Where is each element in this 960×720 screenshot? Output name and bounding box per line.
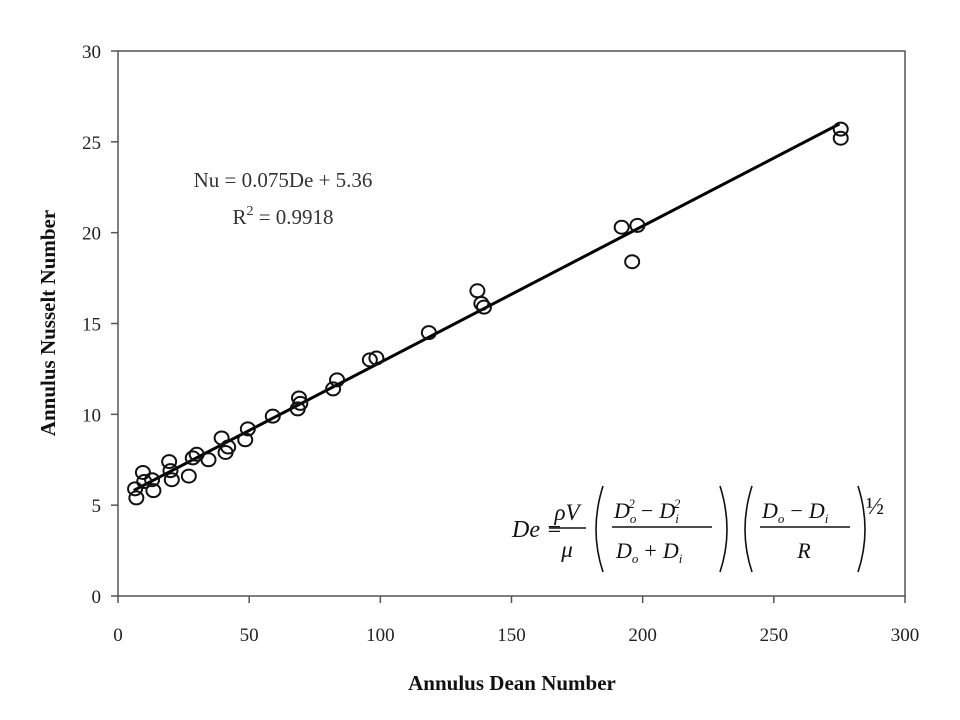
data-point [329,372,346,388]
data-point [292,395,309,411]
data-point [239,421,256,437]
x-axis-title: Annulus Dean Number [408,671,616,695]
data-point [264,408,281,424]
svg-text:μ: μ [560,537,573,562]
data-point [134,464,151,480]
x-tick-label: 100 [366,625,395,646]
x-tick-label: 150 [497,625,526,646]
data-point [291,390,308,406]
dean-number-formula: De = ρV μ Do2− Di2 Do + Di Do − Di R ½ [511,485,884,573]
data-point [200,452,217,468]
data-point [475,299,492,315]
x-tick-label: 250 [760,625,789,646]
svg-text:R: R [796,538,811,563]
y-tick-label: 0 [92,587,102,608]
x-tick-label: 300 [891,625,920,646]
data-point [613,219,630,235]
svg-text:Do2−Di2: Do2− Di2 [613,496,681,526]
data-point [629,217,646,233]
data-point [325,381,342,397]
data-point [473,296,490,312]
data-point [128,490,145,506]
data-point [237,432,254,448]
data-point [832,121,849,137]
regression-equation: Nu = 0.075De + 5.36 [194,168,373,192]
data-point [180,468,197,484]
data-point [162,463,179,479]
data-point [420,325,437,341]
svg-text:ρV: ρV [553,500,582,525]
data-point [136,474,153,490]
y-tick-label: 10 [82,405,101,426]
data-point [624,254,641,270]
r-squared-label: R2 = 0.9918 [232,204,333,229]
svg-text:Do−Di: Do − Di [761,498,829,526]
y-tick-label: 30 [82,42,101,63]
data-point [161,454,178,470]
y-tick-label: 20 [82,224,101,245]
data-point [832,130,849,146]
x-tick-label: 50 [240,625,259,646]
svg-text:½: ½ [866,494,884,520]
y-axis-title: Annulus Nusselt Number [36,210,60,436]
data-point [220,439,237,455]
svg-text:De =: De = [511,517,562,543]
data-point [127,481,144,497]
data-point [163,472,180,488]
data-point [361,352,378,368]
data-point [144,472,161,488]
y-tick-label: 15 [82,315,101,336]
y-tick-label: 5 [92,496,102,517]
x-tick-label: 0 [113,625,123,646]
data-point [184,450,201,466]
x-tick-label: 200 [628,625,657,646]
y-tick-label: 25 [82,133,101,154]
data-point [368,350,385,366]
data-point [145,483,162,499]
svg-text:Do+Di: Do + Di [615,538,683,566]
